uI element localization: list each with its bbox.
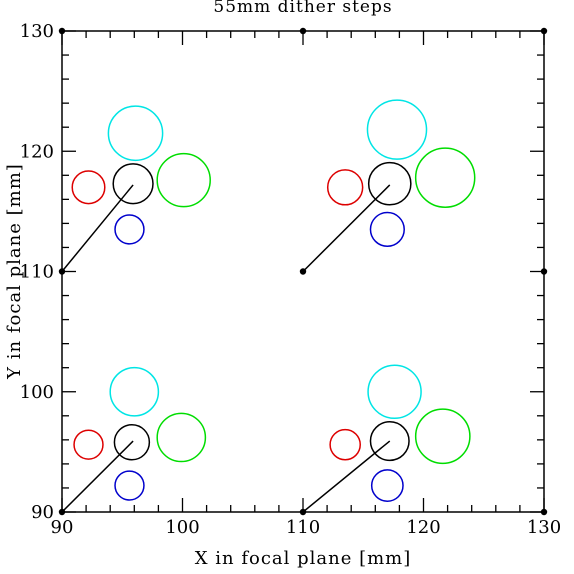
x-tick-label: 130 bbox=[527, 517, 561, 538]
data-circle bbox=[107, 105, 164, 162]
x-tick-label: 90 bbox=[51, 517, 74, 538]
data-circle bbox=[370, 469, 404, 502]
dither-point bbox=[540, 508, 548, 516]
y-tick-label: 130 bbox=[20, 21, 54, 42]
data-circle bbox=[156, 412, 207, 463]
y-tick-label: 120 bbox=[20, 141, 54, 162]
data-circle bbox=[112, 163, 154, 205]
dither-point bbox=[299, 508, 307, 516]
x-tick-label: 120 bbox=[406, 517, 440, 538]
dither-point bbox=[540, 27, 548, 35]
y-tick-label: 100 bbox=[20, 382, 54, 403]
data-circle bbox=[326, 169, 364, 206]
data-circle bbox=[414, 408, 471, 465]
data-circle bbox=[369, 421, 410, 462]
x-tick-label: 110 bbox=[286, 517, 320, 538]
data-circle bbox=[114, 470, 145, 501]
data-circle bbox=[329, 428, 361, 461]
dither-point bbox=[299, 27, 307, 35]
offset-line bbox=[61, 440, 134, 513]
data-circle bbox=[367, 364, 422, 420]
dither-point bbox=[58, 508, 66, 516]
offset-line bbox=[302, 440, 391, 513]
data-circle bbox=[156, 152, 211, 208]
plot-area: 90 100 110 120 130 90 100 110 120 130 bbox=[20, 21, 562, 538]
x-tick-label: 100 bbox=[165, 517, 199, 538]
data-circle bbox=[367, 161, 412, 206]
offset-line bbox=[302, 184, 391, 273]
data-circle bbox=[366, 99, 428, 160]
x-axis-label: X in focal plane [mm] bbox=[195, 548, 412, 569]
dither-point bbox=[540, 268, 548, 275]
offset-line bbox=[61, 184, 134, 272]
data-circle bbox=[73, 429, 104, 460]
chart-title: 55mm dither steps bbox=[213, 0, 392, 17]
data-circle bbox=[414, 147, 476, 208]
dither-point bbox=[58, 268, 66, 275]
y-tick-label: 110 bbox=[20, 262, 54, 283]
data-circle bbox=[114, 214, 145, 245]
dither-point bbox=[299, 268, 307, 275]
data-circle bbox=[369, 211, 405, 248]
data-circle bbox=[109, 366, 160, 417]
dither-point bbox=[58, 27, 66, 35]
y-axis-label: Y in focal plane [mm] bbox=[4, 163, 25, 380]
data-circle bbox=[113, 424, 151, 461]
data-circle bbox=[71, 170, 106, 205]
y-tick-label: 90 bbox=[31, 502, 54, 523]
